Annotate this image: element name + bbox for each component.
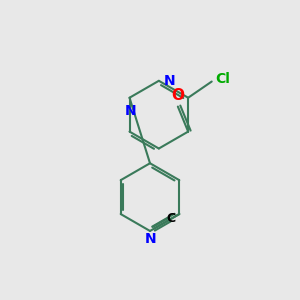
Text: C: C: [167, 212, 176, 225]
Text: N: N: [145, 232, 157, 246]
Text: Cl: Cl: [215, 72, 230, 86]
Text: N: N: [164, 74, 176, 88]
Text: N: N: [125, 104, 137, 118]
Text: O: O: [171, 88, 184, 103]
